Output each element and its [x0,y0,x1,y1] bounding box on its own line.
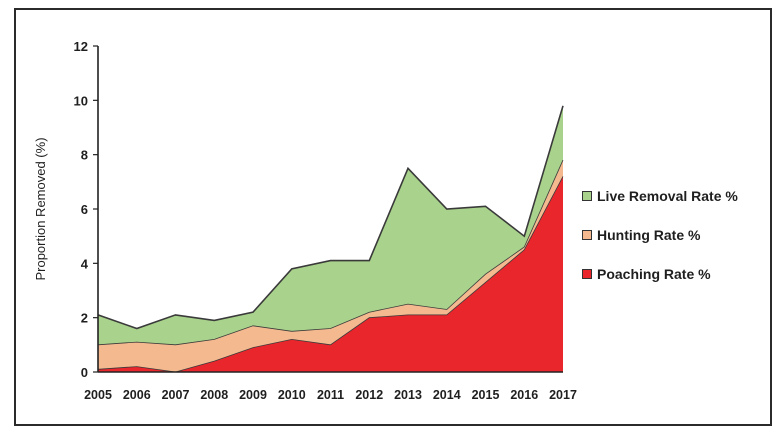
x-tick-label: 2005 [84,388,112,402]
y-tick-label: 12 [74,39,88,54]
y-tick-label: 10 [74,93,88,108]
y-tick-label: 2 [81,311,88,326]
y-tick-label: 6 [81,202,88,217]
x-tick-label: 2009 [239,388,267,402]
x-tick-label: 2008 [200,388,228,402]
x-tick-label: 2014 [433,388,461,402]
y-axis-title: Proportion Removed (%) [33,137,48,280]
legend-item-live-removal: Live Removal Rate % [582,183,738,208]
legend-label-poaching: Poaching Rate % [597,265,711,282]
legend-item-hunting: Hunting Rate % [582,222,738,247]
y-tick-label: 0 [81,365,88,380]
x-tick-label: 2006 [123,388,151,402]
line-hunting-rate [97,159,564,346]
legend-swatch-live-removal [582,190,592,201]
x-tick-label: 2017 [549,388,577,402]
x-tick-label: 2013 [394,388,422,402]
y-tick-label: 4 [81,256,89,271]
y-tick-label: 8 [81,148,88,163]
x-tick-label: 2010 [278,388,306,402]
x-tick-label: 2016 [510,388,538,402]
legend: Live Removal Rate % Hunting Rate % Poach… [582,183,738,300]
area-poaching-rate [98,176,563,372]
legend-label-hunting: Hunting Rate % [597,226,701,243]
x-tick-label: 2007 [162,388,190,402]
line-live-removal-rate [97,105,564,330]
area-live-removal-rate [98,105,563,345]
area-hunting-rate [98,160,563,372]
x-tick-label: 2015 [472,388,500,402]
legend-swatch-hunting [582,229,592,240]
legend-label-live-removal: Live Removal Rate % [597,187,738,204]
x-tick-label: 2012 [355,388,383,402]
x-tick-label: 2011 [317,388,344,402]
legend-swatch-poaching [582,268,592,279]
legend-item-poaching: Poaching Rate % [582,261,738,286]
